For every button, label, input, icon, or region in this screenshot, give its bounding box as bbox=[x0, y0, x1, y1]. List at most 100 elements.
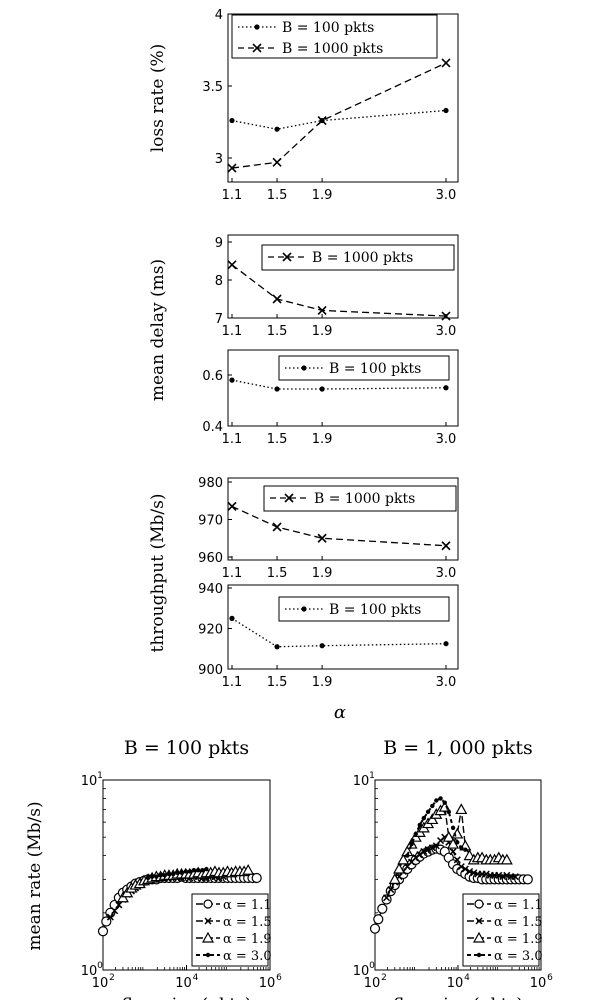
y-tick-exponent: 1 bbox=[369, 771, 375, 781]
legend: B = 1000 pkts bbox=[263, 485, 457, 512]
x-tick-label: 1.1 bbox=[222, 324, 243, 339]
axes-frame bbox=[227, 349, 459, 427]
y-tick-label: 4 bbox=[215, 8, 223, 23]
data-point bbox=[443, 107, 449, 114]
data-point bbox=[274, 386, 280, 392]
x-tick-label: 1.1 bbox=[222, 566, 243, 581]
y-axis-label: throughput (Mb/s) bbox=[148, 494, 168, 653]
series-line bbox=[231, 617, 447, 648]
x-tick-label: 1.9 bbox=[312, 432, 333, 447]
y-tick-label: 900 bbox=[198, 663, 223, 678]
x-tick-label: 10 bbox=[447, 976, 464, 991]
data-point bbox=[405, 853, 410, 858]
series-line bbox=[231, 264, 447, 317]
data-point bbox=[455, 803, 468, 815]
legend-label: B = 100 pkts bbox=[329, 602, 421, 618]
data-point bbox=[97, 926, 109, 937]
axes-frame bbox=[227, 234, 459, 319]
y-tick-label: 3 bbox=[215, 152, 223, 167]
data-point bbox=[393, 862, 406, 874]
data-point bbox=[441, 58, 451, 68]
data-point bbox=[319, 643, 325, 649]
x-tick-label: 3.0 bbox=[436, 432, 457, 447]
data-point bbox=[463, 847, 468, 852]
x-tick-label: 3.0 bbox=[436, 566, 457, 581]
data-point bbox=[421, 815, 427, 821]
data-point bbox=[200, 868, 205, 873]
data-point bbox=[482, 870, 490, 878]
y-tick-label: 940 bbox=[198, 582, 223, 597]
data-point bbox=[432, 842, 440, 850]
data-point bbox=[317, 305, 327, 315]
y-tick-label: 10 bbox=[353, 774, 370, 789]
data-point bbox=[175, 870, 180, 875]
data-point bbox=[522, 874, 533, 885]
data-point bbox=[319, 386, 325, 392]
legend-marker bbox=[474, 899, 484, 909]
axes-frame bbox=[227, 13, 459, 183]
data-point bbox=[426, 813, 439, 825]
data-point bbox=[115, 901, 123, 909]
x-tick-label: 3.0 bbox=[436, 324, 457, 339]
y-tick-label: 0.6 bbox=[202, 369, 223, 384]
legend-label: B = 1000 pkts bbox=[314, 491, 415, 507]
data-point bbox=[274, 126, 280, 132]
x-axis-label: α bbox=[334, 702, 346, 723]
x-tick-label: 10 bbox=[92, 976, 109, 991]
data-point bbox=[373, 914, 384, 925]
data-point bbox=[191, 868, 197, 873]
data-point bbox=[162, 873, 167, 878]
x-tick-exponent: 6 bbox=[547, 973, 553, 983]
legend-marker bbox=[201, 931, 215, 943]
data-point bbox=[443, 641, 449, 647]
y-tick-exponent: 0 bbox=[369, 961, 375, 971]
legend: α = 1.1 α = 1.5 α = 1.9 α = 3.0 bbox=[462, 893, 543, 967]
legend-label: α = 1.1 bbox=[494, 898, 543, 913]
data-point bbox=[387, 886, 395, 894]
y-tick-label: 10 bbox=[81, 964, 98, 979]
legend-marker bbox=[472, 931, 486, 943]
y-tick-label: 0.4 bbox=[202, 420, 223, 435]
data-point bbox=[434, 798, 439, 803]
data-point bbox=[145, 875, 151, 881]
x-tick-label: 1.9 bbox=[312, 566, 333, 581]
data-point bbox=[450, 825, 456, 831]
legend-marker bbox=[476, 952, 482, 958]
data-point bbox=[441, 311, 451, 321]
legend-marker bbox=[475, 917, 483, 925]
data-point bbox=[179, 870, 184, 875]
legend-label: B = 1000 pkts bbox=[282, 41, 383, 57]
series-line bbox=[231, 379, 447, 390]
data-point bbox=[417, 822, 422, 828]
y-axis-label: mean delay (ms) bbox=[148, 259, 168, 401]
data-point bbox=[442, 830, 455, 842]
legend: B = 100 pkts bbox=[278, 355, 450, 381]
log-panel-2: B = 1, 000 pkts102104106100101flow size … bbox=[353, 737, 553, 1000]
data-point bbox=[166, 871, 172, 877]
data-point bbox=[511, 873, 519, 881]
data-point bbox=[499, 873, 507, 881]
data-point bbox=[461, 865, 469, 873]
legend-marker bbox=[284, 493, 294, 503]
data-point bbox=[229, 377, 235, 383]
legend-label: α = 1.9 bbox=[223, 932, 272, 947]
data-point bbox=[158, 873, 163, 878]
x-tick-label: 1.5 bbox=[267, 324, 288, 339]
panel-title: B = 1, 000 pkts bbox=[383, 737, 533, 759]
y-tick-label: 980 bbox=[198, 476, 223, 491]
data-point bbox=[424, 846, 432, 854]
legend: α = 1.1 α = 1.5 α = 1.9 α = 3.0 bbox=[191, 893, 272, 967]
legend-label: α = 1.9 bbox=[494, 932, 543, 947]
y-tick-label: 7 bbox=[215, 312, 223, 327]
x-tick-label: 3.0 bbox=[436, 675, 457, 690]
y-tick-exponent: 0 bbox=[97, 961, 103, 971]
data-point bbox=[383, 894, 391, 902]
axes-frame bbox=[227, 584, 459, 670]
y-tick-label: 970 bbox=[198, 514, 223, 529]
data-point bbox=[272, 294, 282, 304]
data-point bbox=[442, 800, 447, 805]
data-point bbox=[154, 874, 159, 879]
panel-5: 1.1 1.5 1.9 3.0 900 920 940 bbox=[198, 582, 459, 690]
x-tick-label: 3.0 bbox=[436, 188, 457, 203]
data-point bbox=[413, 831, 418, 837]
